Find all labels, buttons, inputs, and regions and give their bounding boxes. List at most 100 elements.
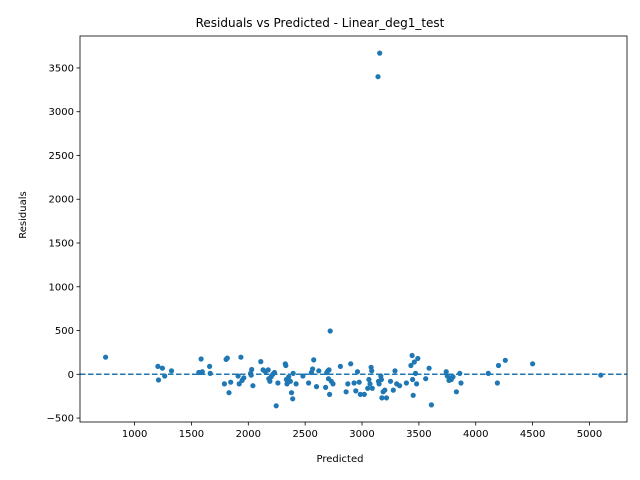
data-point [598,372,604,378]
data-point [316,368,322,374]
data-point [379,395,385,401]
data-point [275,380,281,386]
data-point [327,391,333,397]
data-point [241,375,247,381]
data-point [377,50,383,56]
data-point [306,380,312,386]
data-point [323,384,329,390]
chart-title: Residuals vs Predicted - Linear_deg1_tes… [196,16,445,30]
data-point [199,369,205,375]
data-point [376,381,382,387]
y-tick-label: 1500 [49,239,74,250]
data-point [168,368,175,374]
data-point [457,370,463,376]
data-point [410,392,416,398]
data-point [530,361,536,367]
data-point [414,381,420,387]
data-point [387,378,394,384]
x-tick-label: 2500 [292,429,317,440]
data-point [390,387,396,393]
x-tick-label: 5000 [577,429,602,440]
data-point [159,365,165,371]
data-point [411,359,417,365]
data-point [283,362,289,369]
data-point [410,376,416,383]
data-point [403,380,409,386]
data-point [453,389,459,395]
data-point [426,365,432,371]
data-point [367,381,373,387]
data-point [369,368,375,374]
data-point [287,378,293,384]
y-axis-label: Residuals [18,191,29,238]
plot-frame [79,35,628,423]
data-point [311,357,317,363]
data-point [238,354,244,360]
data-point [450,374,456,380]
data-point [258,359,264,365]
data-point [423,376,429,382]
data-point [351,380,357,386]
data-point [313,384,320,390]
data-point [415,355,421,362]
data-point [383,395,390,401]
data-point [378,376,384,383]
data-point [273,403,279,409]
data-point [412,370,419,376]
data-point [343,389,349,395]
data-point [337,363,343,369]
data-point [288,390,295,396]
data-point [345,381,351,387]
x-tick-label: 3000 [349,429,374,440]
data-point [357,391,363,397]
y-tick-label: 2000 [49,195,74,206]
y-tick-label: 500 [55,326,74,337]
data-point [365,385,371,391]
data-point [392,368,398,374]
data-point [375,74,381,80]
data-point [286,374,292,380]
data-point [250,383,256,389]
data-point [485,370,491,376]
data-point [248,372,254,378]
data-point [502,357,508,363]
x-axis-label: Predicted [317,454,364,465]
data-point [267,378,273,384]
data-point [221,381,227,387]
data-point [330,381,336,387]
data-point [155,363,161,369]
x-tick-label: 4000 [463,429,488,440]
data-point [290,370,296,376]
data-point [397,383,403,389]
y-tick-label: 2500 [49,151,74,162]
x-tick-label: 4500 [520,429,545,440]
x-tick-label: 1500 [179,429,204,440]
y-tick-label: 3000 [49,107,74,118]
data-point [369,385,375,391]
data-point [236,381,242,387]
data-point [409,352,415,359]
data-point [458,380,464,386]
data-point [382,387,388,393]
y-tick-label: −500 [47,414,74,425]
data-point [310,366,316,372]
data-point [198,356,204,362]
plot-area [80,50,627,409]
data-point [356,379,362,385]
data-point [103,354,109,360]
data-point [353,388,359,394]
data-point [228,379,234,385]
y-tick-label: 3500 [49,63,74,74]
data-point [495,362,502,369]
x-tick-label: 1000 [122,429,147,440]
data-point [155,377,162,383]
data-point [428,402,434,408]
data-point [226,390,232,396]
data-point [366,376,372,383]
x-tick-label: 3500 [406,429,431,440]
data-point [348,361,354,367]
data-point [443,369,449,375]
data-point [265,367,271,373]
data-point [207,363,213,369]
